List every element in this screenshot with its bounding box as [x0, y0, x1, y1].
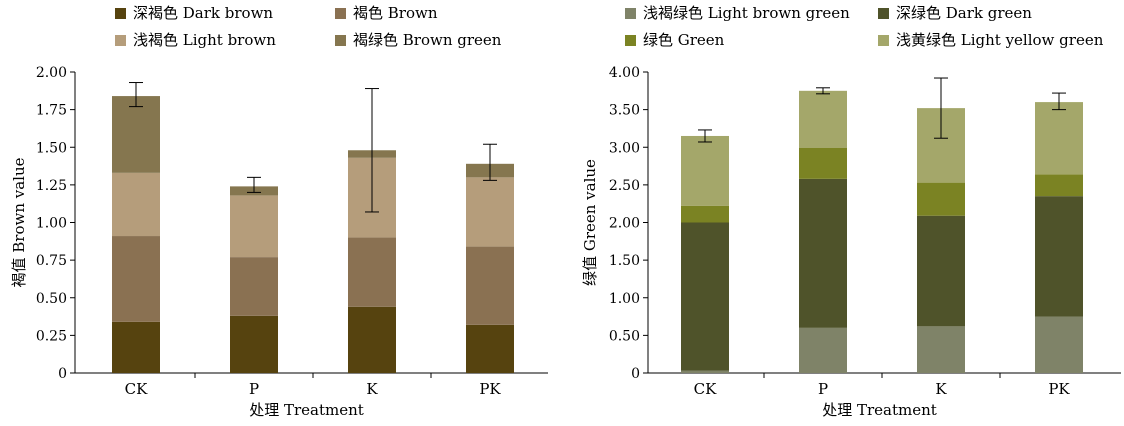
y-tick-label: 0.25: [36, 328, 67, 344]
bar-segment: [466, 246, 514, 325]
x-tick-label: PK: [1048, 380, 1070, 398]
y-tick-label: 0.50: [609, 328, 640, 344]
bar-segment: [799, 178, 847, 328]
bar-segment: [230, 257, 278, 316]
x-tick-label: K: [935, 380, 947, 398]
y-tick-label: 1.75: [36, 103, 67, 119]
legend-swatch: [625, 8, 636, 19]
bar-segment: [112, 172, 160, 237]
legend-label: 浅褐色 Light brown: [133, 31, 276, 49]
x-tick-label: P: [249, 380, 259, 398]
y-tick-label: 1.00: [609, 291, 640, 307]
y-tick-label: 2.00: [609, 216, 640, 232]
bar-segment: [348, 237, 396, 307]
bar-segment: [799, 90, 847, 149]
bar-segment: [230, 195, 278, 258]
y-tick-label: 1.50: [36, 140, 67, 156]
bar-segment: [681, 370, 729, 373]
bar-segment: [799, 327, 847, 373]
legend-label: 褐色 Brown: [353, 4, 438, 22]
bar-segment: [799, 148, 847, 179]
bar-segment: [1035, 196, 1083, 317]
y-tick-label: 1.25: [36, 178, 67, 194]
x-tick-label: P: [818, 380, 828, 398]
legend-swatch: [878, 35, 889, 46]
legend-label: 浅褐绿色 Light brown green: [643, 4, 850, 22]
bar-segment: [681, 222, 729, 371]
y-tick-label: 3.00: [609, 140, 640, 156]
bar-segment: [112, 321, 160, 373]
x-tick-label: CK: [694, 380, 717, 398]
bar-segment: [681, 135, 729, 206]
legend-label: 绿色 Green: [643, 31, 725, 49]
y-tick-label: 1.00: [36, 216, 67, 232]
legend-swatch: [878, 8, 889, 19]
legend-label: 褐绿色 Brown green: [353, 31, 502, 49]
legend-swatch: [115, 8, 126, 19]
bar-segment: [230, 315, 278, 373]
legend-label: 深绿色 Dark green: [896, 4, 1032, 22]
y-axis-label: 褐值 Brown value: [10, 157, 28, 287]
bar-segment: [466, 324, 514, 373]
bar-segment: [917, 182, 965, 216]
bar-segment: [1035, 174, 1083, 197]
bar-segment: [1035, 316, 1083, 373]
x-tick-label: PK: [479, 380, 501, 398]
bar-segment: [112, 96, 160, 173]
legend-swatch: [335, 35, 346, 46]
legend-swatch: [335, 8, 346, 19]
bar-segment: [917, 215, 965, 327]
x-axis-label: 处理 Treatment: [822, 401, 937, 419]
bar-segment: [1035, 102, 1083, 175]
y-tick-label: 3.50: [609, 103, 640, 119]
y-axis-label: 绿值 Green value: [581, 159, 599, 286]
bar-segment: [681, 205, 729, 223]
y-tick-label: 0.50: [36, 291, 67, 307]
bar-segment: [112, 236, 160, 322]
bar-segment: [466, 177, 514, 247]
y-tick-label: 0.75: [36, 253, 67, 269]
legend-swatch: [115, 35, 126, 46]
legend-swatch: [625, 35, 636, 46]
bar-segment: [348, 306, 396, 373]
y-tick-label: 1.50: [609, 253, 640, 269]
legend-label: 浅黄绿色 Light yellow green: [896, 31, 1104, 49]
x-axis-label: 处理 Treatment: [249, 401, 364, 419]
legend-label: 深褐色 Dark brown: [133, 4, 273, 22]
y-tick-label: 2.50: [609, 178, 640, 194]
y-tick-label: 0: [58, 366, 67, 382]
x-tick-label: CK: [125, 380, 148, 398]
y-tick-label: 4.00: [609, 65, 640, 81]
bar-segment: [917, 326, 965, 373]
y-tick-label: 2.00: [36, 65, 67, 81]
y-tick-label: 0: [631, 366, 640, 382]
x-tick-label: K: [366, 380, 378, 398]
